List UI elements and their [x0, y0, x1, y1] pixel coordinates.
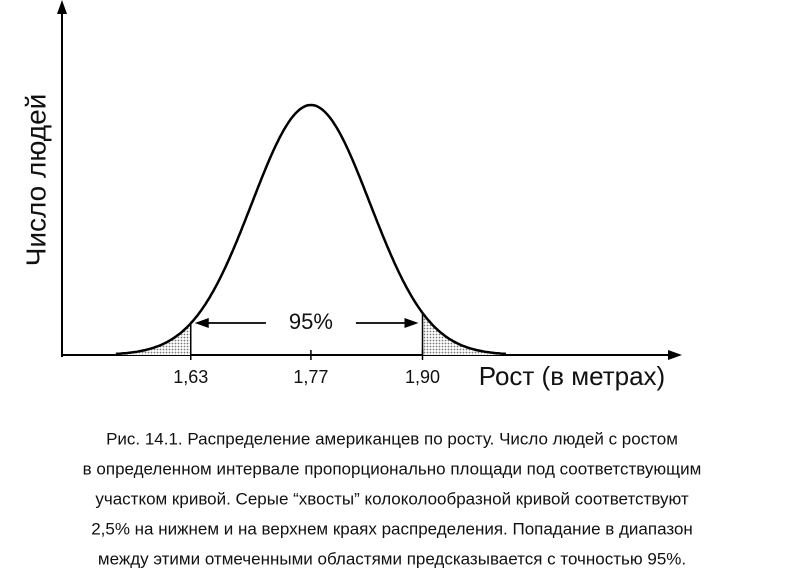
- x-tick-label: 1,77: [293, 367, 328, 387]
- caption-line: в определенном интервале пропорционально…: [83, 459, 702, 478]
- caption: Рис. 14.1. Распределение американцев по …: [83, 429, 702, 568]
- x-tick-label: 1,63: [173, 367, 208, 387]
- bell-curve: [115, 103, 507, 356]
- arrow-left-head: [194, 318, 209, 328]
- caption-line: Рис. 14.1. Распределение американцев по …: [106, 429, 678, 448]
- x-axis-label: Рост (в метрах): [479, 361, 665, 391]
- caption-line: участком кривой. Серые “хвосты” колоколо…: [95, 489, 689, 508]
- x-tick-label: 1,90: [405, 367, 440, 387]
- caption-line: между этими отмеченными областями предск…: [98, 549, 686, 568]
- caption-line: 2,5% на нижнем и на верхнем краях распре…: [91, 519, 693, 538]
- annotation: 95%: [289, 309, 333, 334]
- y-axis-arrow: [57, 0, 67, 14]
- upper-tail: [422, 312, 507, 355]
- arrow-right-head: [404, 318, 419, 328]
- y-axis-label: Число людей: [20, 94, 51, 267]
- x-axis-arrow: [668, 350, 682, 360]
- lower-tail: [115, 323, 191, 355]
